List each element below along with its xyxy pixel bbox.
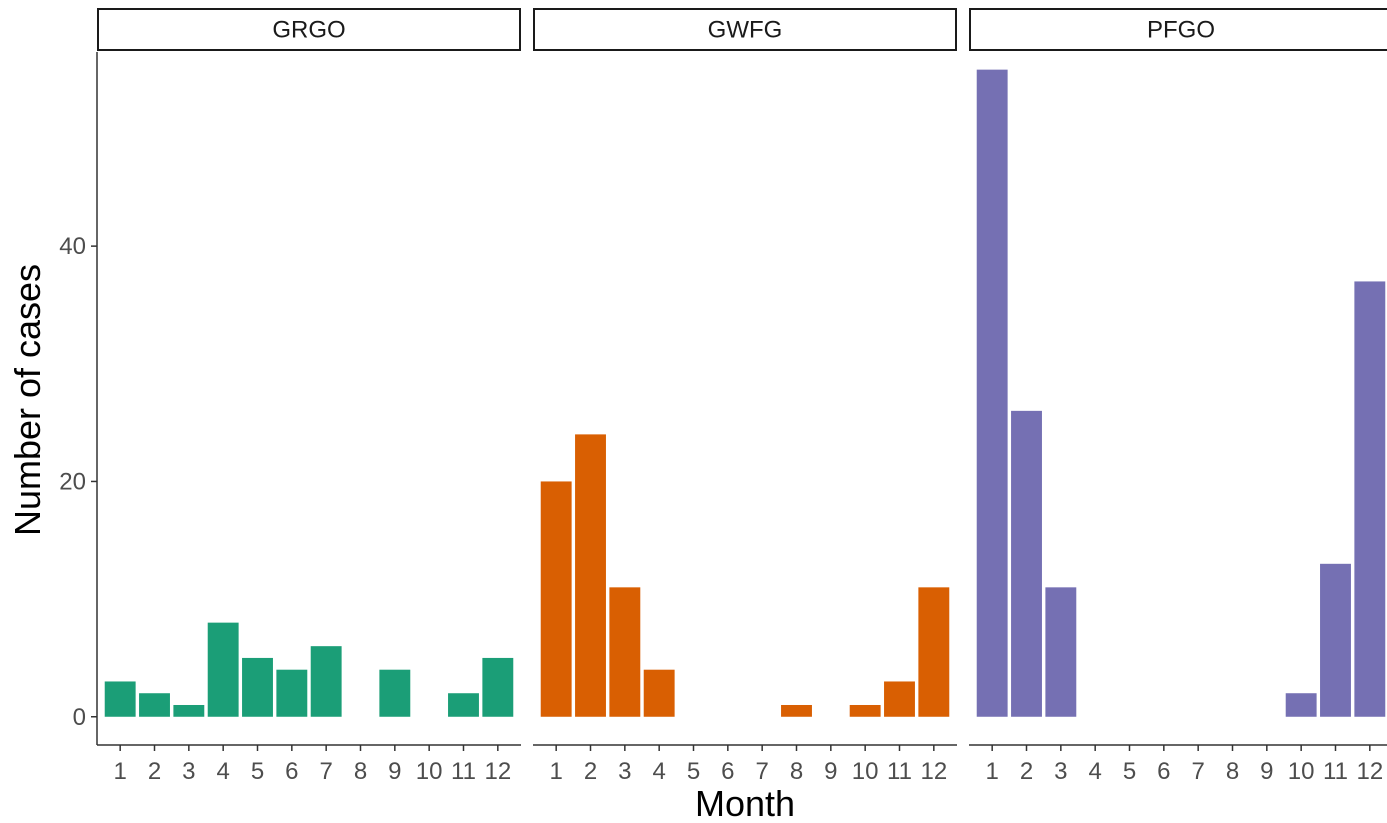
x-tick-label: 6 bbox=[1157, 758, 1170, 785]
x-tick-label: 11 bbox=[451, 758, 476, 785]
bar bbox=[976, 69, 1008, 717]
x-tick-label: 1 bbox=[113, 758, 126, 785]
facet-strip bbox=[97, 8, 521, 51]
bar bbox=[310, 646, 342, 717]
x-tick-label: 1 bbox=[549, 758, 562, 785]
x-tick-label: 12 bbox=[484, 758, 511, 785]
x-tick-label: 8 bbox=[790, 758, 803, 785]
bar bbox=[1285, 693, 1317, 717]
bar bbox=[379, 669, 411, 717]
x-tick-label: 6 bbox=[721, 758, 734, 785]
x-tick-label: 12 bbox=[1356, 758, 1383, 785]
x-tick-label: 5 bbox=[687, 758, 700, 785]
x-tick-label: 5 bbox=[251, 758, 264, 785]
x-tick-label: 8 bbox=[354, 758, 367, 785]
x-tick-label: 2 bbox=[584, 758, 597, 785]
y-tick-label: 20 bbox=[59, 468, 86, 495]
x-tick-label: 3 bbox=[182, 758, 195, 785]
x-tick-label: 9 bbox=[388, 758, 401, 785]
x-tick-label: 5 bbox=[1123, 758, 1136, 785]
bar bbox=[1320, 563, 1351, 717]
bar bbox=[609, 587, 641, 717]
x-tick-label: 4 bbox=[216, 758, 229, 785]
facet-strip-label: PFGO bbox=[1147, 17, 1215, 44]
x-tick-label: 4 bbox=[652, 758, 665, 785]
x-tick-label: 6 bbox=[285, 758, 298, 785]
y-tick-label: 0 bbox=[73, 704, 86, 731]
x-tick-label: 7 bbox=[755, 758, 768, 785]
x-tick-label: 3 bbox=[618, 758, 631, 785]
facet-strip bbox=[969, 8, 1387, 51]
x-tick-label: 3 bbox=[1054, 758, 1067, 785]
bar bbox=[575, 434, 606, 717]
y-axis-title: Number of cases bbox=[7, 264, 48, 536]
y-axis: 0 20 40 bbox=[59, 52, 98, 745]
x-axis-title: Month bbox=[695, 783, 795, 823]
x-tick-label: 10 bbox=[852, 758, 879, 785]
bar bbox=[849, 704, 881, 717]
x-tick-label: 1 bbox=[985, 758, 998, 785]
x-tick-label: 2 bbox=[148, 758, 161, 785]
bar bbox=[1045, 587, 1077, 717]
bar bbox=[482, 657, 514, 717]
x-tick-label: 11 bbox=[1323, 758, 1348, 785]
x-tick-label: 9 bbox=[824, 758, 837, 785]
x-tick-label: 2 bbox=[1020, 758, 1033, 785]
x-tick-label: 12 bbox=[920, 758, 947, 785]
bar bbox=[242, 657, 273, 717]
x-tick-label: 9 bbox=[1260, 758, 1273, 785]
y-tick-label: 40 bbox=[59, 233, 86, 260]
bar bbox=[104, 681, 136, 717]
x-tick-label: 11 bbox=[887, 758, 912, 785]
bar bbox=[540, 481, 572, 717]
bar bbox=[1354, 281, 1386, 717]
facet-strip-label: GWFG bbox=[708, 17, 783, 44]
bar bbox=[1011, 410, 1042, 717]
bar bbox=[448, 693, 479, 717]
x-tick-label: 10 bbox=[1288, 758, 1315, 785]
x-tick-label: 4 bbox=[1088, 758, 1101, 785]
bar bbox=[276, 669, 308, 717]
bar bbox=[643, 669, 675, 717]
x-tick-label: 10 bbox=[416, 758, 443, 785]
x-tick-label: 7 bbox=[319, 758, 332, 785]
bar bbox=[207, 622, 239, 717]
bar bbox=[918, 587, 950, 717]
bar bbox=[884, 681, 915, 717]
bar bbox=[139, 693, 170, 717]
x-tick-label: 7 bbox=[1191, 758, 1204, 785]
facet-strip bbox=[533, 8, 957, 51]
x-tick-label: 8 bbox=[1226, 758, 1239, 785]
bar bbox=[781, 704, 812, 717]
bar bbox=[173, 704, 205, 717]
facet-strip-label: GRGO bbox=[272, 17, 345, 44]
